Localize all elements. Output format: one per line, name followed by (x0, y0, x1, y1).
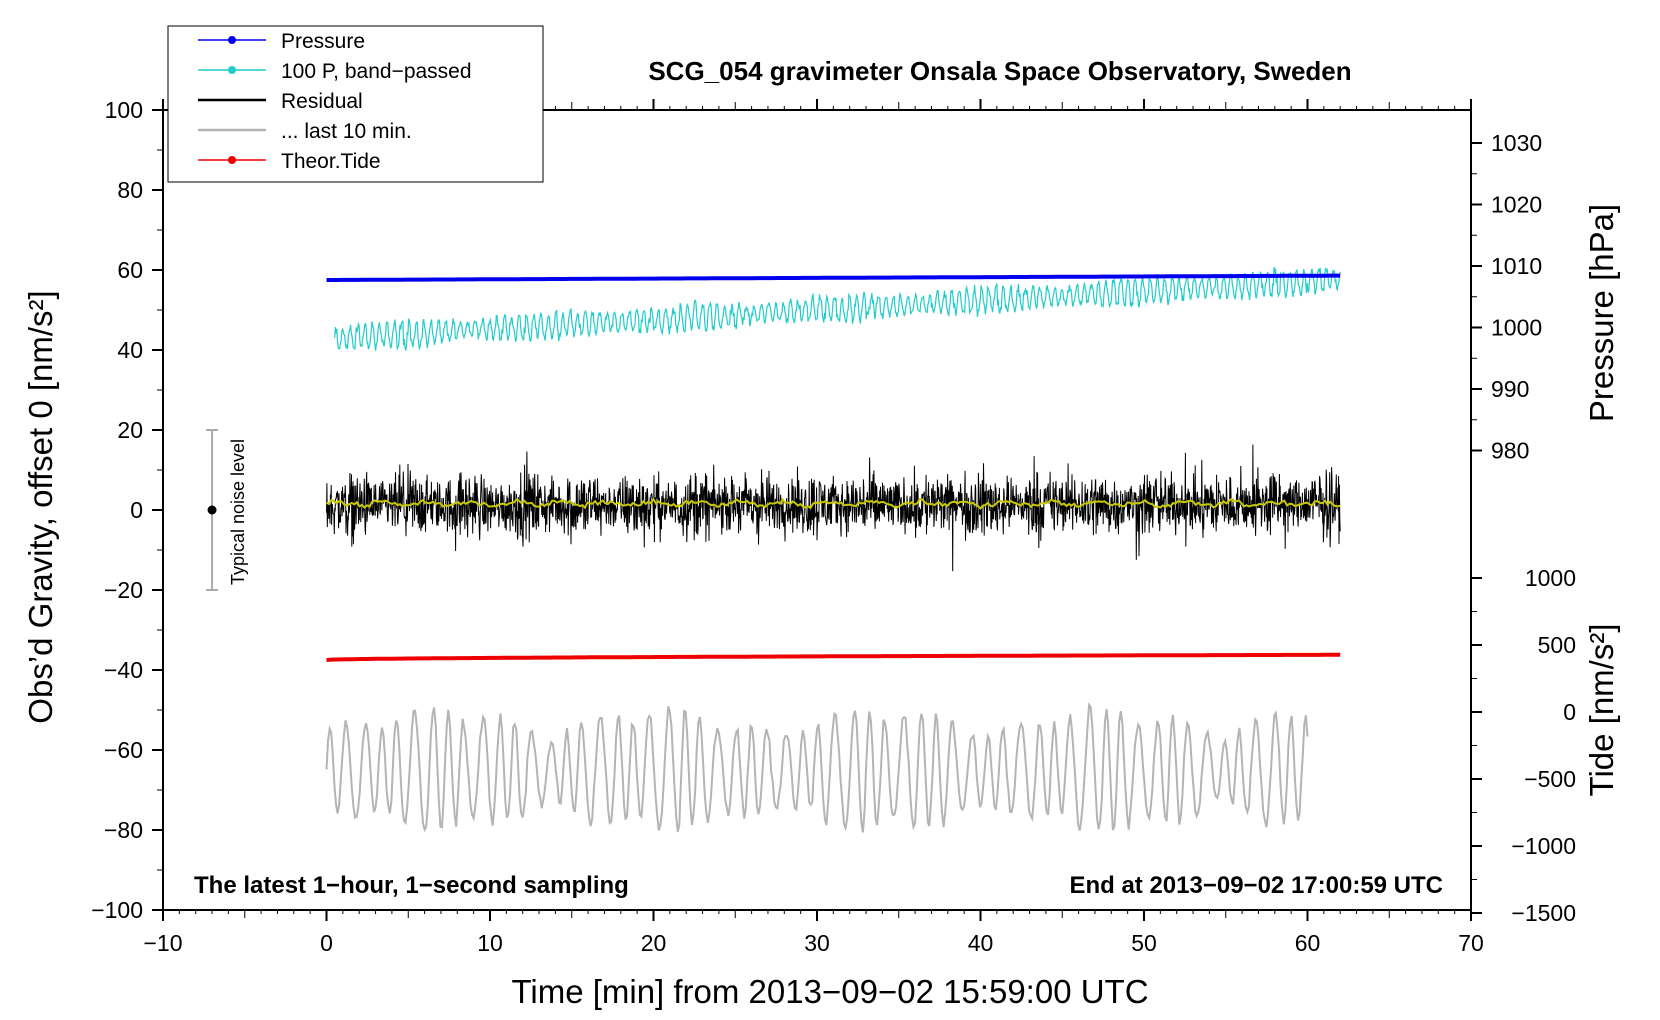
y-tick-label: 0 (130, 497, 143, 523)
x-tick-label: 70 (1458, 930, 1484, 956)
pressure-tick-label: 990 (1491, 376, 1529, 402)
pressure-tick-label: 1000 (1491, 315, 1542, 341)
legend: Pressure 100 P, band−passed Residual ...… (167, 25, 544, 183)
y-axis-title-left: Obs’d Gravity, offset 0 [nm/s²] (22, 290, 59, 723)
annotation-sampling: The latest 1−hour, 1−second sampling (194, 872, 629, 899)
pressure-tick-label: 1010 (1491, 253, 1542, 279)
x-tick-label: 20 (641, 930, 667, 956)
y-tick-label: 80 (117, 177, 143, 203)
y-axis-title-tide: Tide [nm/s²] (1583, 624, 1620, 797)
y-tick-label: −100 (91, 897, 143, 923)
tide-tick-label: −1000 (1511, 833, 1576, 859)
series-last-10-min (325, 702, 1309, 833)
x-axis-title: Time [min] from 2013−09−02 15:59:00 UTC (511, 973, 1148, 1010)
series-theoretical-tide (326, 652, 1341, 662)
noise-level-indicator (206, 429, 219, 591)
legend-box (167, 25, 544, 183)
tide-tick-label: −500 (1524, 766, 1576, 792)
legend-swatch-tide-marker (228, 156, 236, 164)
series-residual-smoothed (326, 497, 1341, 510)
x-tick-label: 40 (968, 930, 994, 956)
tide-tick-label: −1500 (1511, 900, 1576, 926)
pressure-tick-label: 1030 (1491, 130, 1542, 156)
y-axis-title-pressure: Pressure [hPa] (1583, 204, 1620, 422)
legend-label-residual: Residual (281, 90, 363, 113)
y-tick-label: 20 (117, 417, 143, 443)
y-tick-label: −20 (104, 577, 143, 603)
noise-bar-marker (207, 505, 217, 515)
legend-label-last10: ... last 10 min. (281, 120, 412, 143)
y-tick-label: 40 (117, 337, 143, 363)
tide-tick-label: 1000 (1525, 565, 1576, 591)
x-tick-label: 50 (1131, 930, 1157, 956)
legend-label-bandpassed: 100 P, band−passed (281, 60, 472, 83)
pressure-tick-label: 1020 (1491, 192, 1542, 218)
x-tick-label: 30 (804, 930, 830, 956)
pressure-tick-label: 980 (1491, 438, 1529, 464)
legend-swatch-pressure-marker (228, 36, 236, 44)
x-tick-label: 10 (477, 930, 503, 956)
series-residual (326, 444, 1341, 572)
y-tick-label: −40 (104, 657, 143, 683)
tide-tick-label: 0 (1563, 699, 1576, 725)
series-pressure (326, 273, 1341, 282)
chart-title: SCG_054 gravimeter Onsala Space Observat… (648, 56, 1351, 86)
y-tick-label: −60 (104, 737, 143, 763)
legend-label-tide: Theor.Tide (281, 150, 381, 173)
y-tick-label: 60 (117, 257, 143, 283)
series-layer (325, 266, 1341, 833)
axis-ticks: −10 0 10 20 30 40 50 60 70100806040200−20−40−60−… (91, 97, 1576, 956)
legend-label-pressure: Pressure (281, 30, 365, 53)
series-pressure-bandpassed (334, 266, 1341, 351)
annotation-end-time: End at 2013−09−02 17:00:59 UTC (1069, 872, 1443, 899)
tide-tick-label: 500 (1538, 632, 1576, 658)
legend-swatches (198, 36, 266, 164)
x-tick-label: 0 (320, 930, 333, 956)
noise-level-label: Typical noise level (228, 439, 248, 585)
legend-swatch-bandpassed-marker (228, 66, 236, 74)
y-tick-label: 100 (105, 97, 143, 123)
y-tick-label: −80 (104, 817, 143, 843)
x-tick-label: 60 (1295, 930, 1321, 956)
x-tick-label: −10 (143, 930, 182, 956)
